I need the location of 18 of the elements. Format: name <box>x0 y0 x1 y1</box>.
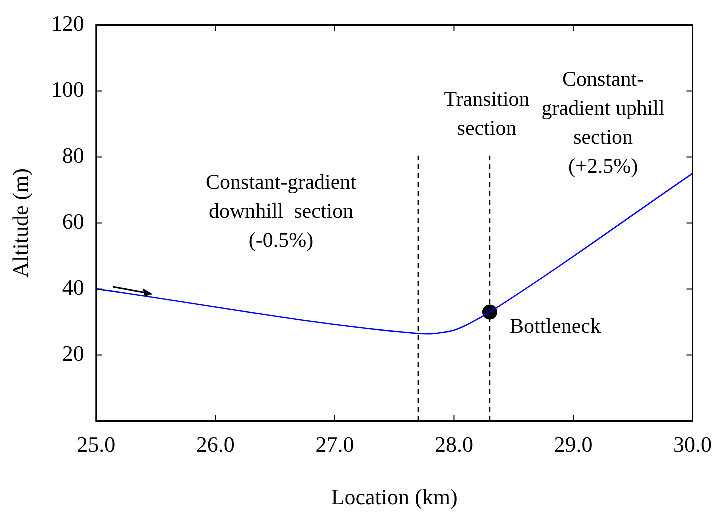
y-tick-label: 20 <box>62 340 84 366</box>
y-tick-label: 40 <box>62 274 84 300</box>
x-tick-label: 29.0 <box>554 432 593 458</box>
x-axis-title: Location (km) <box>331 484 458 510</box>
annotation: Constant-gradient downhill section (-0.5%) <box>206 170 357 252</box>
x-tick-label: 27.0 <box>316 432 354 458</box>
x-tick-label: 30.0 <box>674 432 712 458</box>
annotation: Transition section <box>444 86 530 140</box>
x-tick-label: 25.0 <box>77 432 116 458</box>
y-tick-label: 80 <box>62 142 84 168</box>
y-tick-label: 60 <box>62 208 84 234</box>
y-axis-title: Altitude (m) <box>8 168 33 278</box>
y-tick-label: 100 <box>51 76 84 102</box>
x-tick-label: 26.0 <box>196 432 235 458</box>
annotation: Bottleneck <box>510 314 602 338</box>
x-tick-label: 28.0 <box>434 432 474 458</box>
y-tick-label: 120 <box>51 10 84 36</box>
annotation: Constant- gradient uphill section (+2.5%) <box>542 67 665 178</box>
